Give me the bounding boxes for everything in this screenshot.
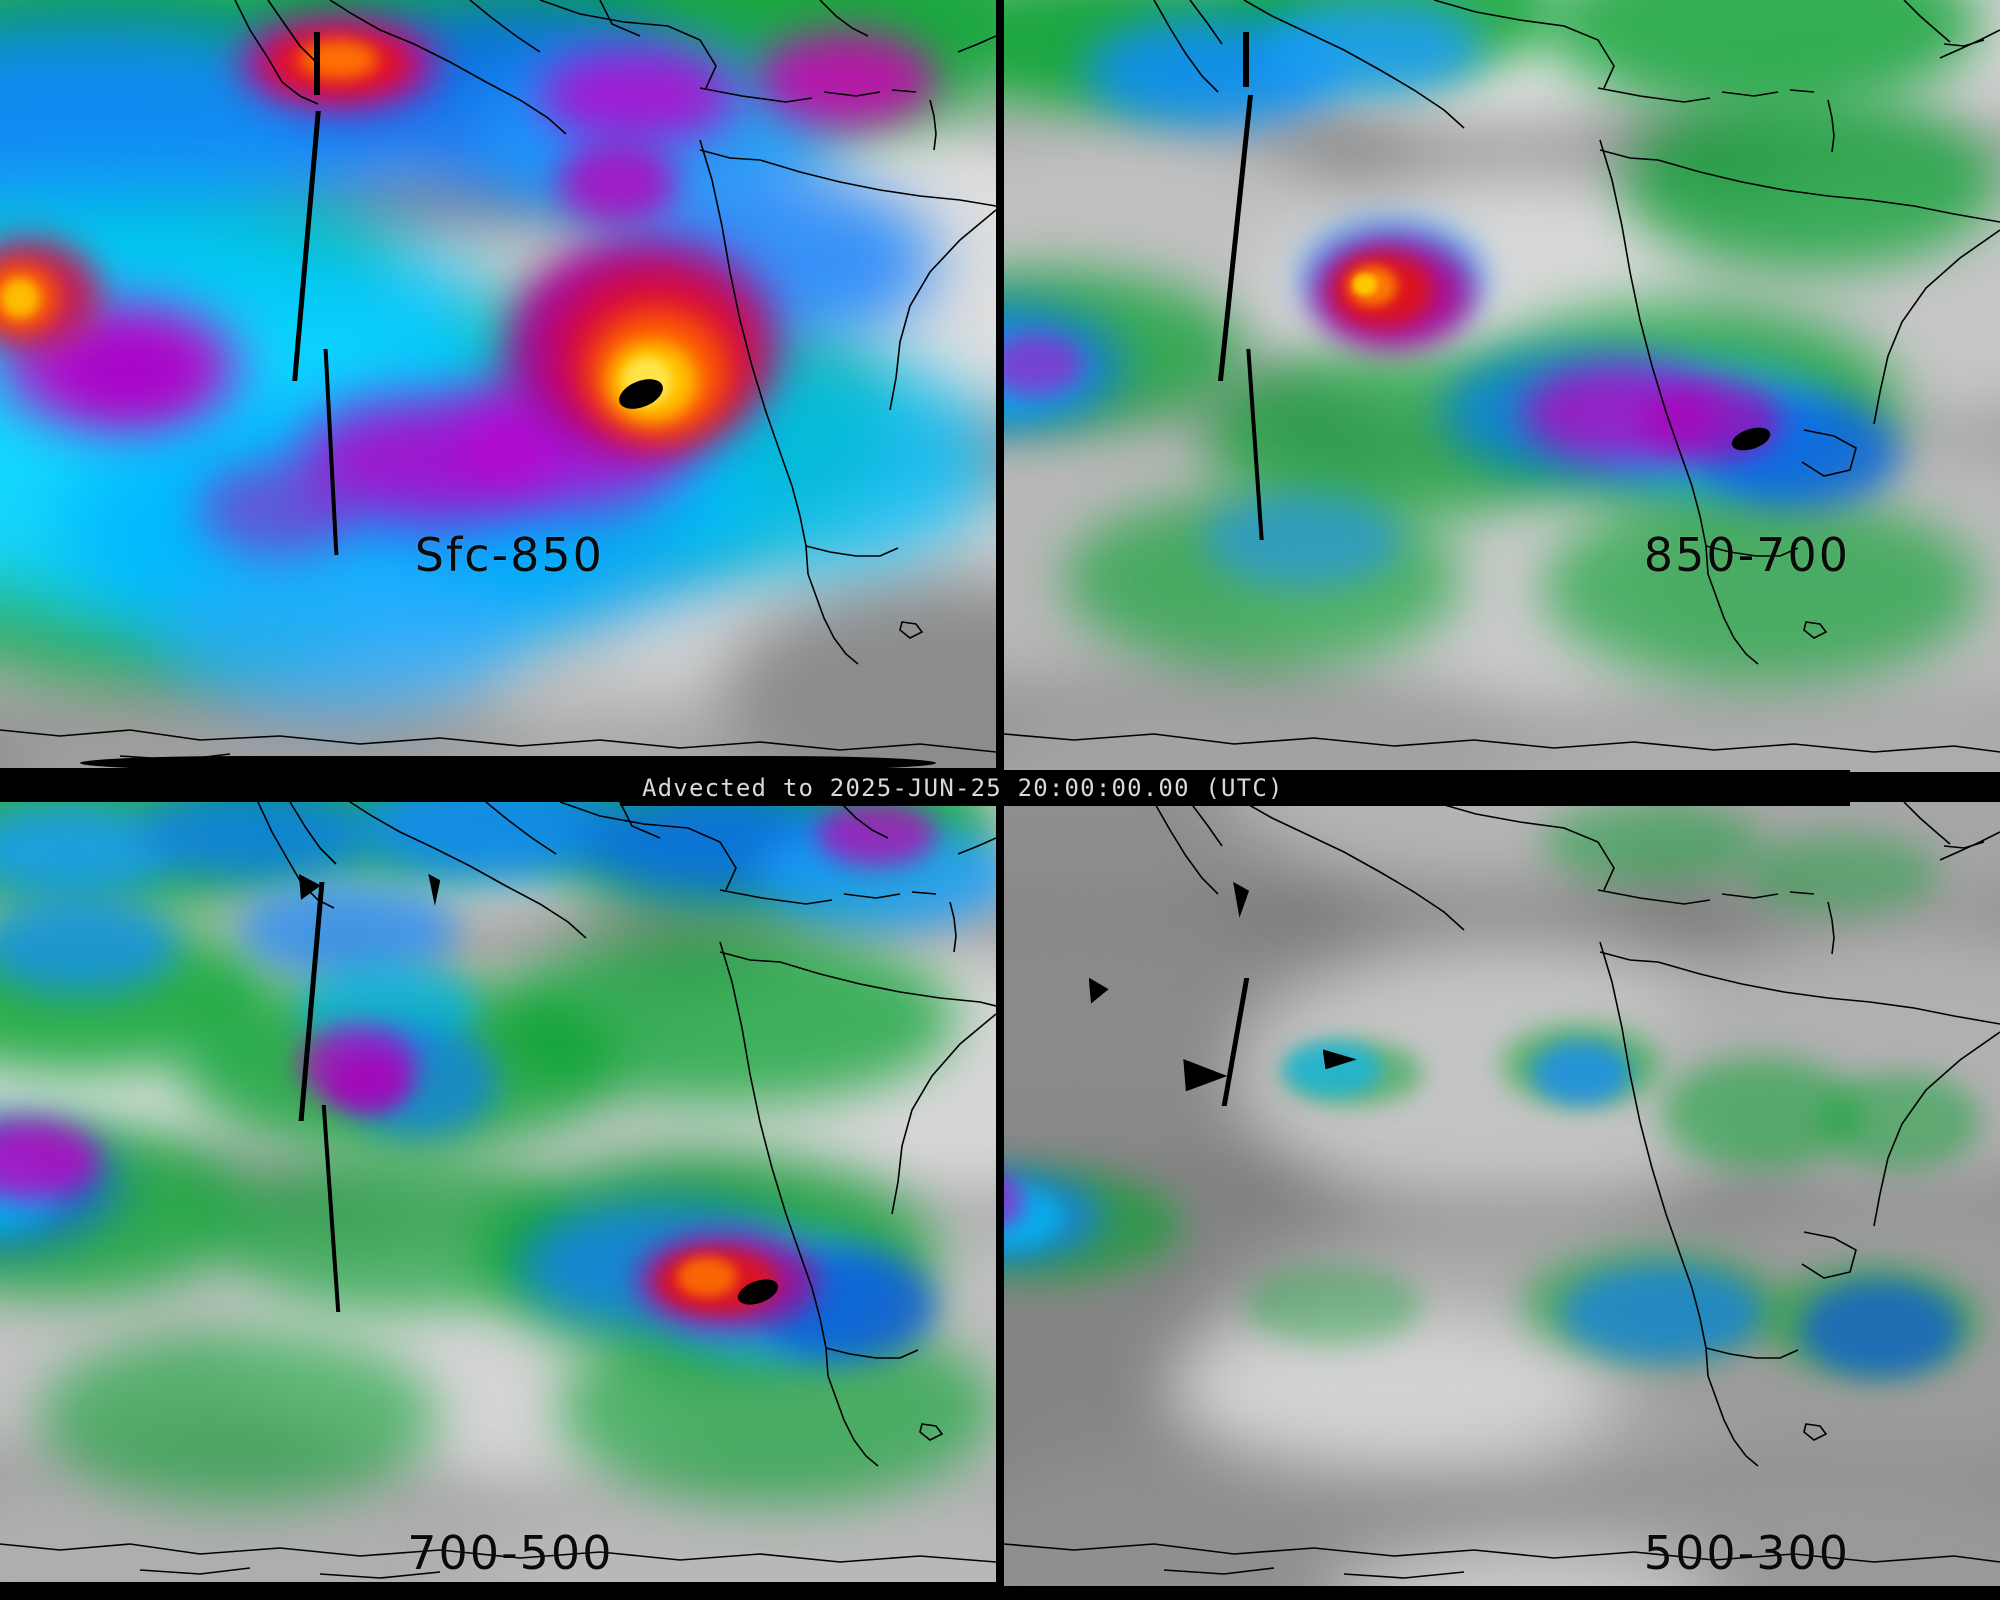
panel-sfc-850[interactable]: Sfc-850 bbox=[0, 0, 996, 794]
panel-label-500-300: 500-300 bbox=[1643, 1526, 1850, 1580]
timestamp-banner: Advected to 2025-JUN-25 20:00:00.00 (UTC… bbox=[620, 770, 1850, 806]
moisture-field-700-500 bbox=[0, 802, 996, 1600]
panel-700-500[interactable]: 700-500 bbox=[0, 802, 996, 1600]
panel-label-sfc-850: Sfc-850 bbox=[414, 528, 604, 582]
antarctic-dark-band-2 bbox=[79, 756, 937, 770]
moisture-field-sfc-850 bbox=[0, 0, 996, 794]
convective-core-mask bbox=[1243, 31, 1250, 88]
moisture-field-850-700 bbox=[1004, 0, 2000, 794]
panel-label-850-700: 850-700 bbox=[1643, 528, 1850, 582]
convective-core-mask bbox=[313, 31, 320, 96]
moisture-field-500-300 bbox=[1004, 802, 2000, 1600]
panel-850-700[interactable]: 850-700 bbox=[1004, 0, 2000, 794]
panel-500-300[interactable]: 500-300 bbox=[1004, 802, 2000, 1600]
panel-label-700-500: 700-500 bbox=[407, 1526, 614, 1580]
antarctic-dark-band bbox=[1004, 1586, 2000, 1600]
timestamp-banner-text: Advected to 2025-JUN-25 20:00:00.00 (UTC… bbox=[642, 774, 1284, 802]
antarctic-dark-band bbox=[0, 1582, 996, 1600]
